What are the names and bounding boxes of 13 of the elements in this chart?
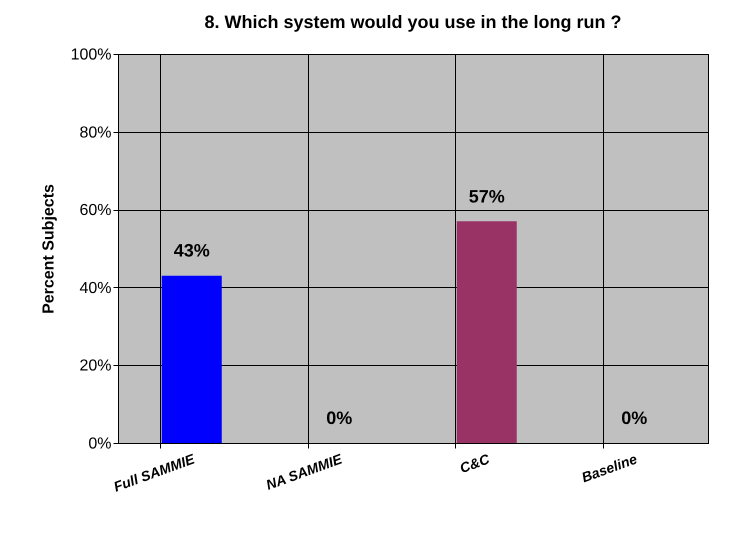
y-tick-label: 60% xyxy=(79,202,112,220)
data-label: 0% xyxy=(326,408,352,428)
y-tick-label: 80% xyxy=(79,124,112,142)
data-label: 43% xyxy=(174,240,210,261)
y-tick-label: 0% xyxy=(88,436,112,452)
y-tick-label: 100% xyxy=(70,46,112,64)
y-axis-title: Percent Subjects xyxy=(40,184,58,314)
data-label: 0% xyxy=(621,408,648,428)
y-tick-label: 20% xyxy=(79,358,112,375)
chart-title: 8. Which system would you use in the long run ? xyxy=(204,12,622,32)
data-label: 57% xyxy=(468,186,505,206)
x-tick-label: C&C xyxy=(458,450,492,476)
y-tick-label: 40% xyxy=(79,280,112,297)
